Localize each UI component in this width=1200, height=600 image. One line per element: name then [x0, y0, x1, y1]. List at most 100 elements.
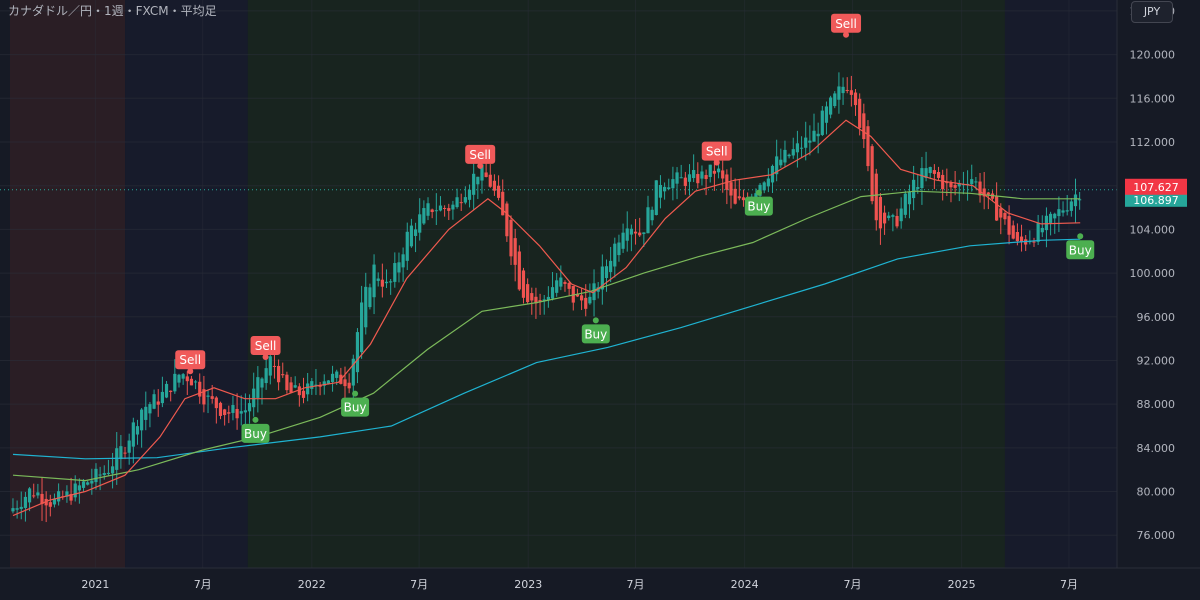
- time-axis[interactable]: 2021 7月 2022 7月 2023 7月 2024 7月 2025 7月: [0, 567, 1200, 600]
- candle-body: [119, 446, 123, 460]
- signal-label: Buy: [747, 200, 770, 214]
- candle-body: [177, 374, 181, 383]
- candle-body: [372, 264, 376, 298]
- time-tick-label: 7月: [1060, 578, 1078, 591]
- candle-body: [924, 168, 928, 179]
- candle-body: [164, 383, 169, 398]
- buy-signal: Buy: [581, 317, 610, 344]
- candle-body: [272, 365, 277, 367]
- signal-dot: [592, 317, 599, 324]
- signal-dot: [843, 31, 850, 38]
- candle-body: [999, 208, 1003, 218]
- candle-body: [579, 295, 584, 301]
- candle-body: [384, 281, 389, 284]
- candle-body: [505, 203, 509, 237]
- signal-box: [831, 13, 862, 33]
- candle-body: [687, 174, 692, 182]
- candle-body: [480, 164, 484, 181]
- time-tick-label: 2023: [514, 578, 542, 591]
- candle-body: [1078, 199, 1082, 201]
- price-tick-label: 120.000: [1130, 49, 1176, 62]
- signal-dot: [713, 159, 720, 166]
- candle-body: [360, 302, 364, 353]
- candle-body: [737, 196, 741, 199]
- candle-body: [169, 390, 173, 392]
- candle-body: [260, 378, 264, 388]
- candle-body: [65, 491, 69, 497]
- candle-body: [148, 404, 152, 414]
- candle-body: [202, 389, 206, 405]
- candle-body: [185, 376, 189, 382]
- price-axis[interactable]: 76.000 80.000 84.000 88.000 92.000 96.000 100.…: [1116, 0, 1200, 600]
- candle-body: [920, 168, 924, 188]
- signal-dot: [187, 368, 194, 375]
- candle-body: [214, 397, 218, 409]
- candle-body: [546, 296, 550, 301]
- candle-body: [496, 185, 501, 198]
- candle-body: [256, 377, 260, 398]
- candle-body: [198, 381, 202, 397]
- candle-body: [509, 219, 513, 257]
- candle-body: [276, 365, 281, 383]
- candle-body: [23, 496, 28, 508]
- sell-signal: Sell: [175, 350, 206, 375]
- candle-body: [235, 408, 239, 419]
- time-tick-label: 7月: [194, 578, 212, 591]
- candle-body: [36, 492, 40, 496]
- price-tick-label: 116.000: [1130, 92, 1176, 105]
- candle-body: [463, 197, 467, 203]
- candle-body: [131, 422, 135, 447]
- candle-body: [57, 491, 61, 502]
- candle-body: [538, 300, 542, 302]
- candle-body: [1011, 225, 1015, 239]
- time-tick-label: 7月: [410, 578, 428, 591]
- candle-body: [94, 468, 98, 483]
- price-tick-label: 80.000: [1137, 486, 1176, 499]
- candle-body: [729, 182, 733, 196]
- buy-signal: Buy: [341, 390, 370, 417]
- candle-body: [550, 287, 555, 299]
- signal-label: Sell: [179, 353, 201, 367]
- candle-body: [986, 192, 990, 195]
- candle-body: [721, 170, 725, 179]
- candle-body: [604, 266, 609, 279]
- candle-body: [567, 282, 571, 289]
- candle-body: [247, 403, 252, 412]
- signal-box: [341, 397, 370, 417]
- candle-body: [708, 164, 712, 178]
- candle-body: [936, 171, 941, 178]
- candle-body: [953, 184, 957, 188]
- candle-body: [492, 180, 497, 191]
- candle-body: [484, 172, 488, 178]
- sell-signal: Sell: [250, 336, 281, 360]
- signal-label: Sell: [469, 148, 491, 162]
- candle-body: [853, 92, 858, 106]
- candle-body: [1032, 241, 1036, 243]
- candle-body: [779, 159, 783, 166]
- price-tick-label: 112.000: [1130, 136, 1176, 149]
- candle-body: [799, 147, 804, 149]
- candle-body: [467, 189, 472, 200]
- currency-button[interactable]: JPY: [1131, 1, 1173, 23]
- candle-body: [1019, 236, 1024, 243]
- signal-box: [1066, 240, 1095, 260]
- candle-body: [422, 208, 426, 224]
- candle-body: [692, 169, 696, 179]
- candle-body: [795, 143, 800, 153]
- candle-body: [775, 156, 779, 175]
- candle-body: [849, 90, 853, 95]
- signal-box: [701, 141, 732, 161]
- candle-body: [530, 293, 534, 301]
- candle-body: [762, 182, 766, 191]
- candle-body: [617, 242, 621, 256]
- candle-body: [957, 183, 961, 187]
- signal-dot: [352, 390, 359, 397]
- price-tick-label: 92.000: [1137, 354, 1176, 367]
- candle-body: [301, 390, 306, 398]
- buy-signal: Buy: [241, 416, 270, 443]
- candle-body: [389, 281, 393, 283]
- price-tick-label: 76.000: [1137, 529, 1176, 542]
- candle-body: [696, 174, 700, 184]
